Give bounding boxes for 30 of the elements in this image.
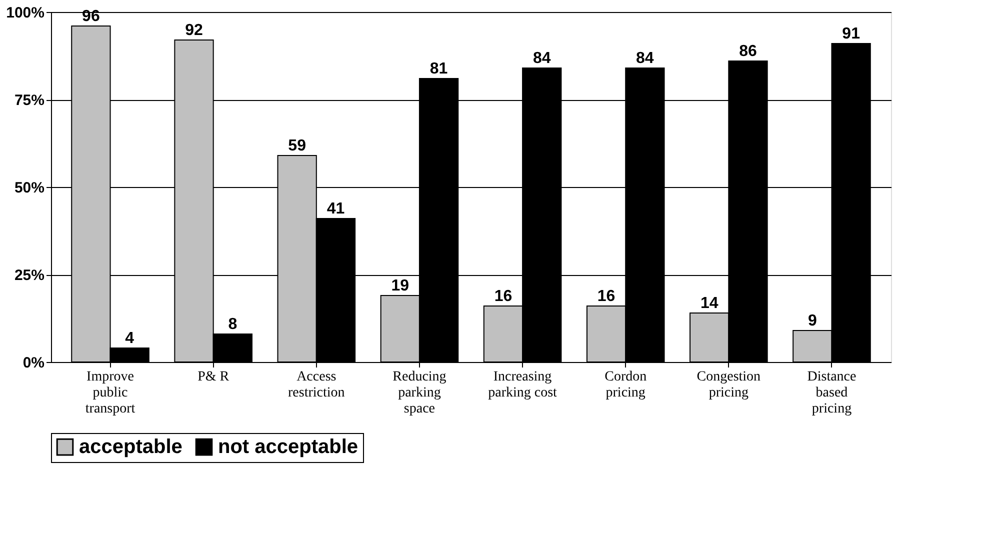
data-label: 8 [228, 316, 238, 333]
data-label: 91 [842, 26, 860, 42]
x-tick-label: P& R [198, 370, 230, 384]
data-label: 14 [700, 295, 718, 312]
y-tick-label: 75% [14, 92, 44, 109]
x-tick-label: Access restriction [288, 370, 345, 400]
data-label: 41 [326, 200, 345, 218]
y-tick-label: 0% [22, 354, 44, 372]
x-tick-label: Increasing parking cost [488, 370, 558, 400]
x-tick-label: Improve public transport [85, 370, 136, 416]
y-tick-label: 100% [6, 4, 44, 22]
y-tick-label: 50% [14, 180, 44, 196]
legend-label: not acceptable [218, 436, 358, 458]
data-label: 16 [597, 288, 616, 305]
y-tick-label: 25% [14, 267, 44, 284]
data-label: 84 [532, 50, 551, 67]
x-tick-label: Reducing parking space [392, 370, 446, 416]
data-label: 9 [808, 312, 817, 330]
legend-label: acceptable [79, 436, 182, 458]
data-label: 81 [430, 60, 448, 78]
data-label: 19 [391, 278, 410, 294]
data-label: 59 [288, 138, 306, 154]
data-label: 86 [739, 43, 757, 60]
x-tick-label: Distance based pricing [807, 370, 856, 416]
x-tick-label: Congestion pricing [696, 370, 761, 400]
data-label: 4 [125, 330, 134, 347]
data-label: 84 [636, 50, 654, 67]
data-label: 16 [494, 288, 512, 305]
data-label: 92 [185, 22, 204, 39]
x-tick-label: Cordon pricing [604, 370, 647, 400]
